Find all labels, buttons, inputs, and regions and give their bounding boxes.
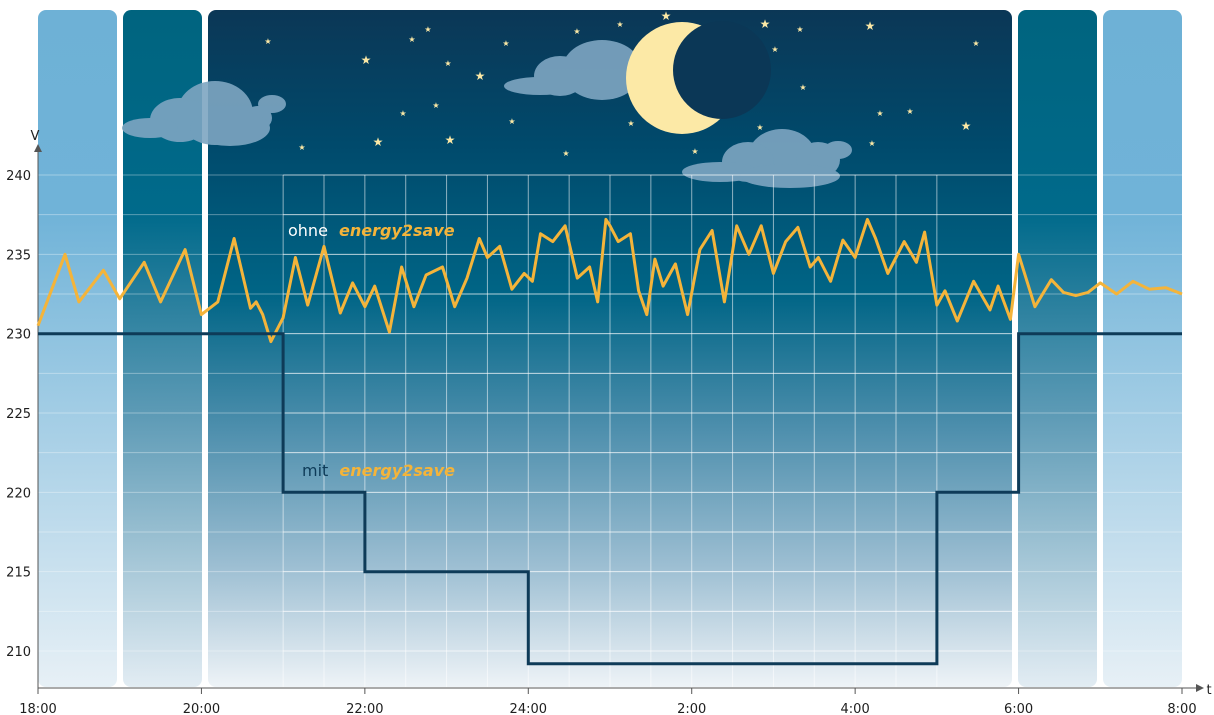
star-icon: ★	[760, 17, 771, 31]
star-icon: ★	[691, 147, 698, 156]
series-label-ohne-brand: energy2save	[339, 221, 455, 240]
star-icon: ★	[865, 19, 876, 33]
series-label-ohne-prefix: ohne	[288, 221, 328, 240]
grid	[38, 174, 1182, 687]
star-icon: ★	[771, 45, 778, 54]
star-icon: ★	[796, 25, 803, 34]
star-icon: ★	[661, 9, 672, 23]
series-label-mit: mit energy2save	[302, 461, 455, 480]
star-icon: ★	[298, 143, 305, 152]
star-icon: ★	[961, 119, 972, 133]
x-axis-label: t	[1206, 683, 1211, 698]
twilight-panel-right	[1018, 10, 1097, 687]
star-icon: ★	[445, 133, 456, 147]
y-tick-label: 230	[6, 328, 31, 343]
x-tick-label: 6:00	[1004, 702, 1033, 715]
series	[36, 217, 1183, 666]
series-line-ohne	[36, 217, 1183, 344]
series-label-ohne: ohne energy2save	[288, 221, 455, 240]
cloud-icon	[122, 81, 286, 146]
day-panel-right	[1103, 10, 1182, 687]
star-icon: ★	[502, 39, 509, 48]
x-tick-labels: 18:00 20:00 22:00 24:00 2:00 4:00 6:00 8:00	[19, 688, 1197, 715]
star-icon: ★	[264, 37, 271, 46]
y-tick-label: 220	[6, 486, 31, 501]
series-label-mit-prefix: mit	[302, 461, 328, 480]
x-tick-label: 20:00	[183, 702, 220, 715]
star-icon: ★	[399, 109, 406, 118]
x-tick-label: 24:00	[510, 702, 547, 715]
series-line-mit	[38, 332, 1182, 666]
x-tick-label: 8:00	[1167, 702, 1196, 715]
star-icon: ★	[972, 39, 979, 48]
y-tick-label: 210	[6, 645, 31, 660]
series-label-mit-brand: energy2save	[339, 461, 455, 480]
star-icon: ★	[573, 27, 580, 36]
x-axis-arrow-icon	[1196, 684, 1204, 692]
moon-icon	[626, 21, 771, 134]
star-icon: ★	[627, 119, 634, 128]
star-icon: ★	[756, 123, 763, 132]
x-tick-label: 2:00	[677, 702, 706, 715]
y-axis-label: V	[31, 129, 40, 144]
twilight-panel-left	[123, 10, 202, 687]
y-axis-arrow-icon	[34, 144, 42, 152]
star-icon: ★	[906, 107, 913, 116]
star-icon: ★	[424, 25, 431, 34]
x-tick-label: 18:00	[19, 702, 56, 715]
x-tick-label: 4:00	[841, 702, 870, 715]
star-icon: ★	[508, 117, 515, 126]
y-tick-label: 235	[6, 248, 31, 263]
star-icon: ★	[799, 83, 806, 92]
star-icon: ★	[373, 135, 384, 149]
star-icon: ★	[361, 53, 372, 67]
star-icon: ★	[868, 139, 875, 148]
day-panel-left	[38, 10, 117, 687]
y-tick-label: 225	[6, 407, 31, 422]
star-icon: ★	[408, 35, 415, 44]
star-icon: ★	[616, 20, 623, 29]
y-tick-label: 215	[6, 566, 31, 581]
star-icon: ★	[432, 101, 439, 110]
y-tick-labels: 240 235 230 225 220 215 210	[6, 169, 31, 660]
cloud-icon	[682, 129, 852, 188]
x-tick-label: 22:00	[346, 702, 383, 715]
stars: ★★★★★★★★★★★★★★★★★★★★★★★★★★★★★★★★★	[264, 9, 979, 158]
star-icon: ★	[475, 69, 486, 83]
star-icon: ★	[444, 59, 451, 68]
y-tick-label: 240	[6, 169, 31, 184]
axes: V t	[31, 129, 1212, 698]
star-icon: ★	[562, 149, 569, 158]
star-icon: ★	[876, 109, 883, 118]
